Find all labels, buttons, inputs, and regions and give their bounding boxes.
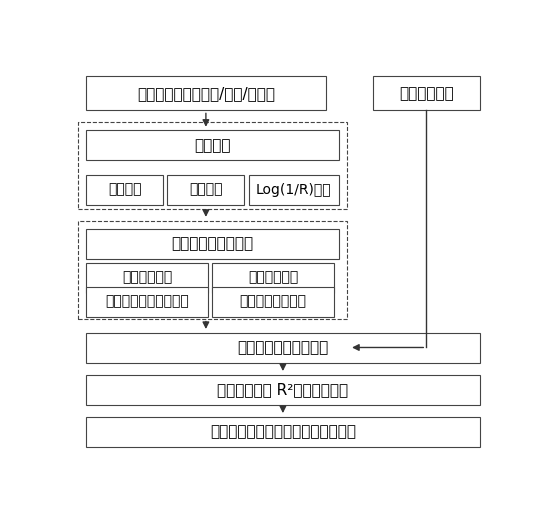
- Bar: [213, 263, 335, 293]
- Bar: [167, 175, 245, 204]
- Text: 不同类型的小波变换: 不同类型的小波变换: [171, 236, 253, 251]
- Text: 导数变换: 导数变换: [108, 183, 141, 197]
- Text: 利用决定系数 R²确定最佳模型: 利用决定系数 R²确定最佳模型: [217, 382, 348, 397]
- Bar: [86, 417, 480, 447]
- Bar: [248, 175, 338, 204]
- Bar: [86, 263, 208, 293]
- Text: 连续小波变换: 连续小波变换: [122, 270, 172, 284]
- Bar: [77, 122, 347, 209]
- Text: 不同小波类型变换: 不同小波类型变换: [240, 295, 307, 309]
- Text: 不同分解尺度小波变换: 不同分解尺度小波变换: [105, 295, 189, 309]
- Text: 构建不同逐步回归模型: 构建不同逐步回归模型: [237, 340, 328, 355]
- Text: 离散小波变换: 离散小波变换: [248, 270, 299, 284]
- Bar: [86, 229, 338, 258]
- Bar: [77, 220, 347, 319]
- Bar: [373, 76, 480, 110]
- Bar: [86, 375, 480, 405]
- Text: Log(1/R)变换: Log(1/R)变换: [256, 183, 331, 197]
- Bar: [86, 76, 326, 110]
- Text: 植被反射光谱（叶片/冠层/卫星）: 植被反射光谱（叶片/冠层/卫星）: [137, 86, 275, 101]
- Text: 对模型进行验证和利用模型进行预测: 对模型进行验证和利用模型进行预测: [210, 424, 356, 439]
- Bar: [86, 333, 480, 363]
- Text: 植被生化参数: 植被生化参数: [399, 86, 454, 101]
- Bar: [86, 131, 338, 161]
- Text: 倒数变换: 倒数变换: [189, 183, 222, 197]
- Bar: [213, 287, 335, 317]
- Bar: [86, 287, 208, 317]
- Bar: [86, 175, 163, 204]
- Text: 光谱变换: 光谱变换: [194, 138, 231, 153]
